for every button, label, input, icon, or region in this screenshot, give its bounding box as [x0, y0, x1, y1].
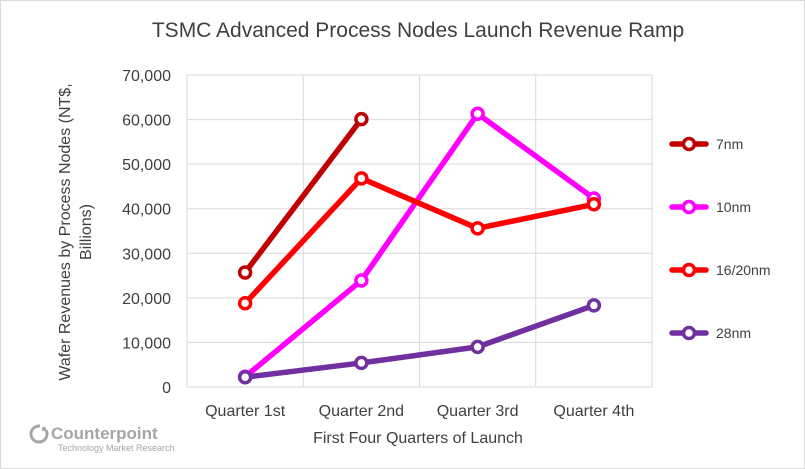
x-tick-label: Quarter 3rd	[437, 403, 519, 420]
data-point	[354, 355, 369, 371]
legend-swatch-marker	[681, 262, 697, 278]
data-point	[586, 197, 602, 212]
data-point	[470, 106, 485, 122]
x-tick-label: Quarter 4th	[553, 403, 634, 420]
chart-title: TSMC Advanced Process Nodes Launch Reven…	[152, 19, 684, 42]
legend-label: 7nm	[716, 136, 743, 152]
series-16-20nm	[237, 171, 602, 311]
legend-item: 28nm	[669, 325, 751, 341]
y-tick-label: 70,000	[122, 68, 171, 85]
data-point	[354, 111, 369, 127]
x-tick-label: Quarter 1st	[205, 403, 286, 420]
y-axis-ticks: 0 10,000 20,000 30,000 40,000 50,000 60,000 70,…	[122, 68, 171, 397]
y-tick-label: 60,000	[122, 113, 171, 130]
y-tick-label: 50,000	[122, 157, 171, 174]
gridlines	[186, 74, 653, 388]
series	[237, 106, 602, 385]
x-axis-ticks: Quarter 1st Quarter 2nd Quarter 3rd Quarter…	[205, 403, 634, 420]
counterpoint-logo: Counterpoint Technology Market Research	[29, 422, 175, 453]
y-tick-label: 40,000	[122, 202, 171, 219]
legend-item: 16/20nm	[669, 262, 770, 278]
x-axis-title: First Four Quarters of Launch	[313, 430, 523, 447]
y-axis-title-line1: Wafer Revenues by Process Nodes (NT$,	[57, 83, 74, 380]
legend-label: 28nm	[716, 325, 751, 341]
y-tick-label: 0	[162, 380, 171, 397]
series-7nm	[237, 111, 369, 280]
legend-label: 16/20nm	[716, 262, 770, 278]
counterpoint-brand: Counterpoint	[51, 424, 158, 443]
series-line	[242, 175, 597, 306]
data-point	[586, 298, 602, 313]
x-tick-label: Quarter 2nd	[319, 403, 404, 420]
counterpoint-logo-icon	[29, 422, 49, 444]
legend-swatch-marker	[681, 325, 697, 341]
series-line	[242, 111, 597, 380]
legend-item: 7nm	[669, 136, 743, 152]
data-point	[354, 171, 369, 186]
series-28nm	[237, 298, 602, 385]
data-point	[354, 273, 369, 288]
y-tick-label: 20,000	[122, 291, 171, 308]
legend: 7nm 10nm 16/20nm 28nm	[669, 136, 770, 341]
legend-swatch-marker	[681, 199, 697, 215]
legend-swatch-marker	[681, 136, 697, 152]
y-axis-title-line2: Billions)	[78, 204, 95, 260]
data-point	[470, 339, 485, 355]
y-tick-label: 10,000	[122, 335, 171, 352]
y-tick-label: 30,000	[122, 246, 171, 263]
legend-item: 10nm	[669, 199, 751, 215]
counterpoint-tagline: Technology Market Research	[58, 443, 175, 453]
data-point	[237, 369, 253, 385]
series-line	[242, 302, 597, 380]
legend-label: 10nm	[716, 199, 751, 215]
data-point	[470, 221, 485, 236]
data-point	[237, 295, 253, 311]
data-point	[237, 265, 253, 280]
series-line	[242, 116, 365, 276]
